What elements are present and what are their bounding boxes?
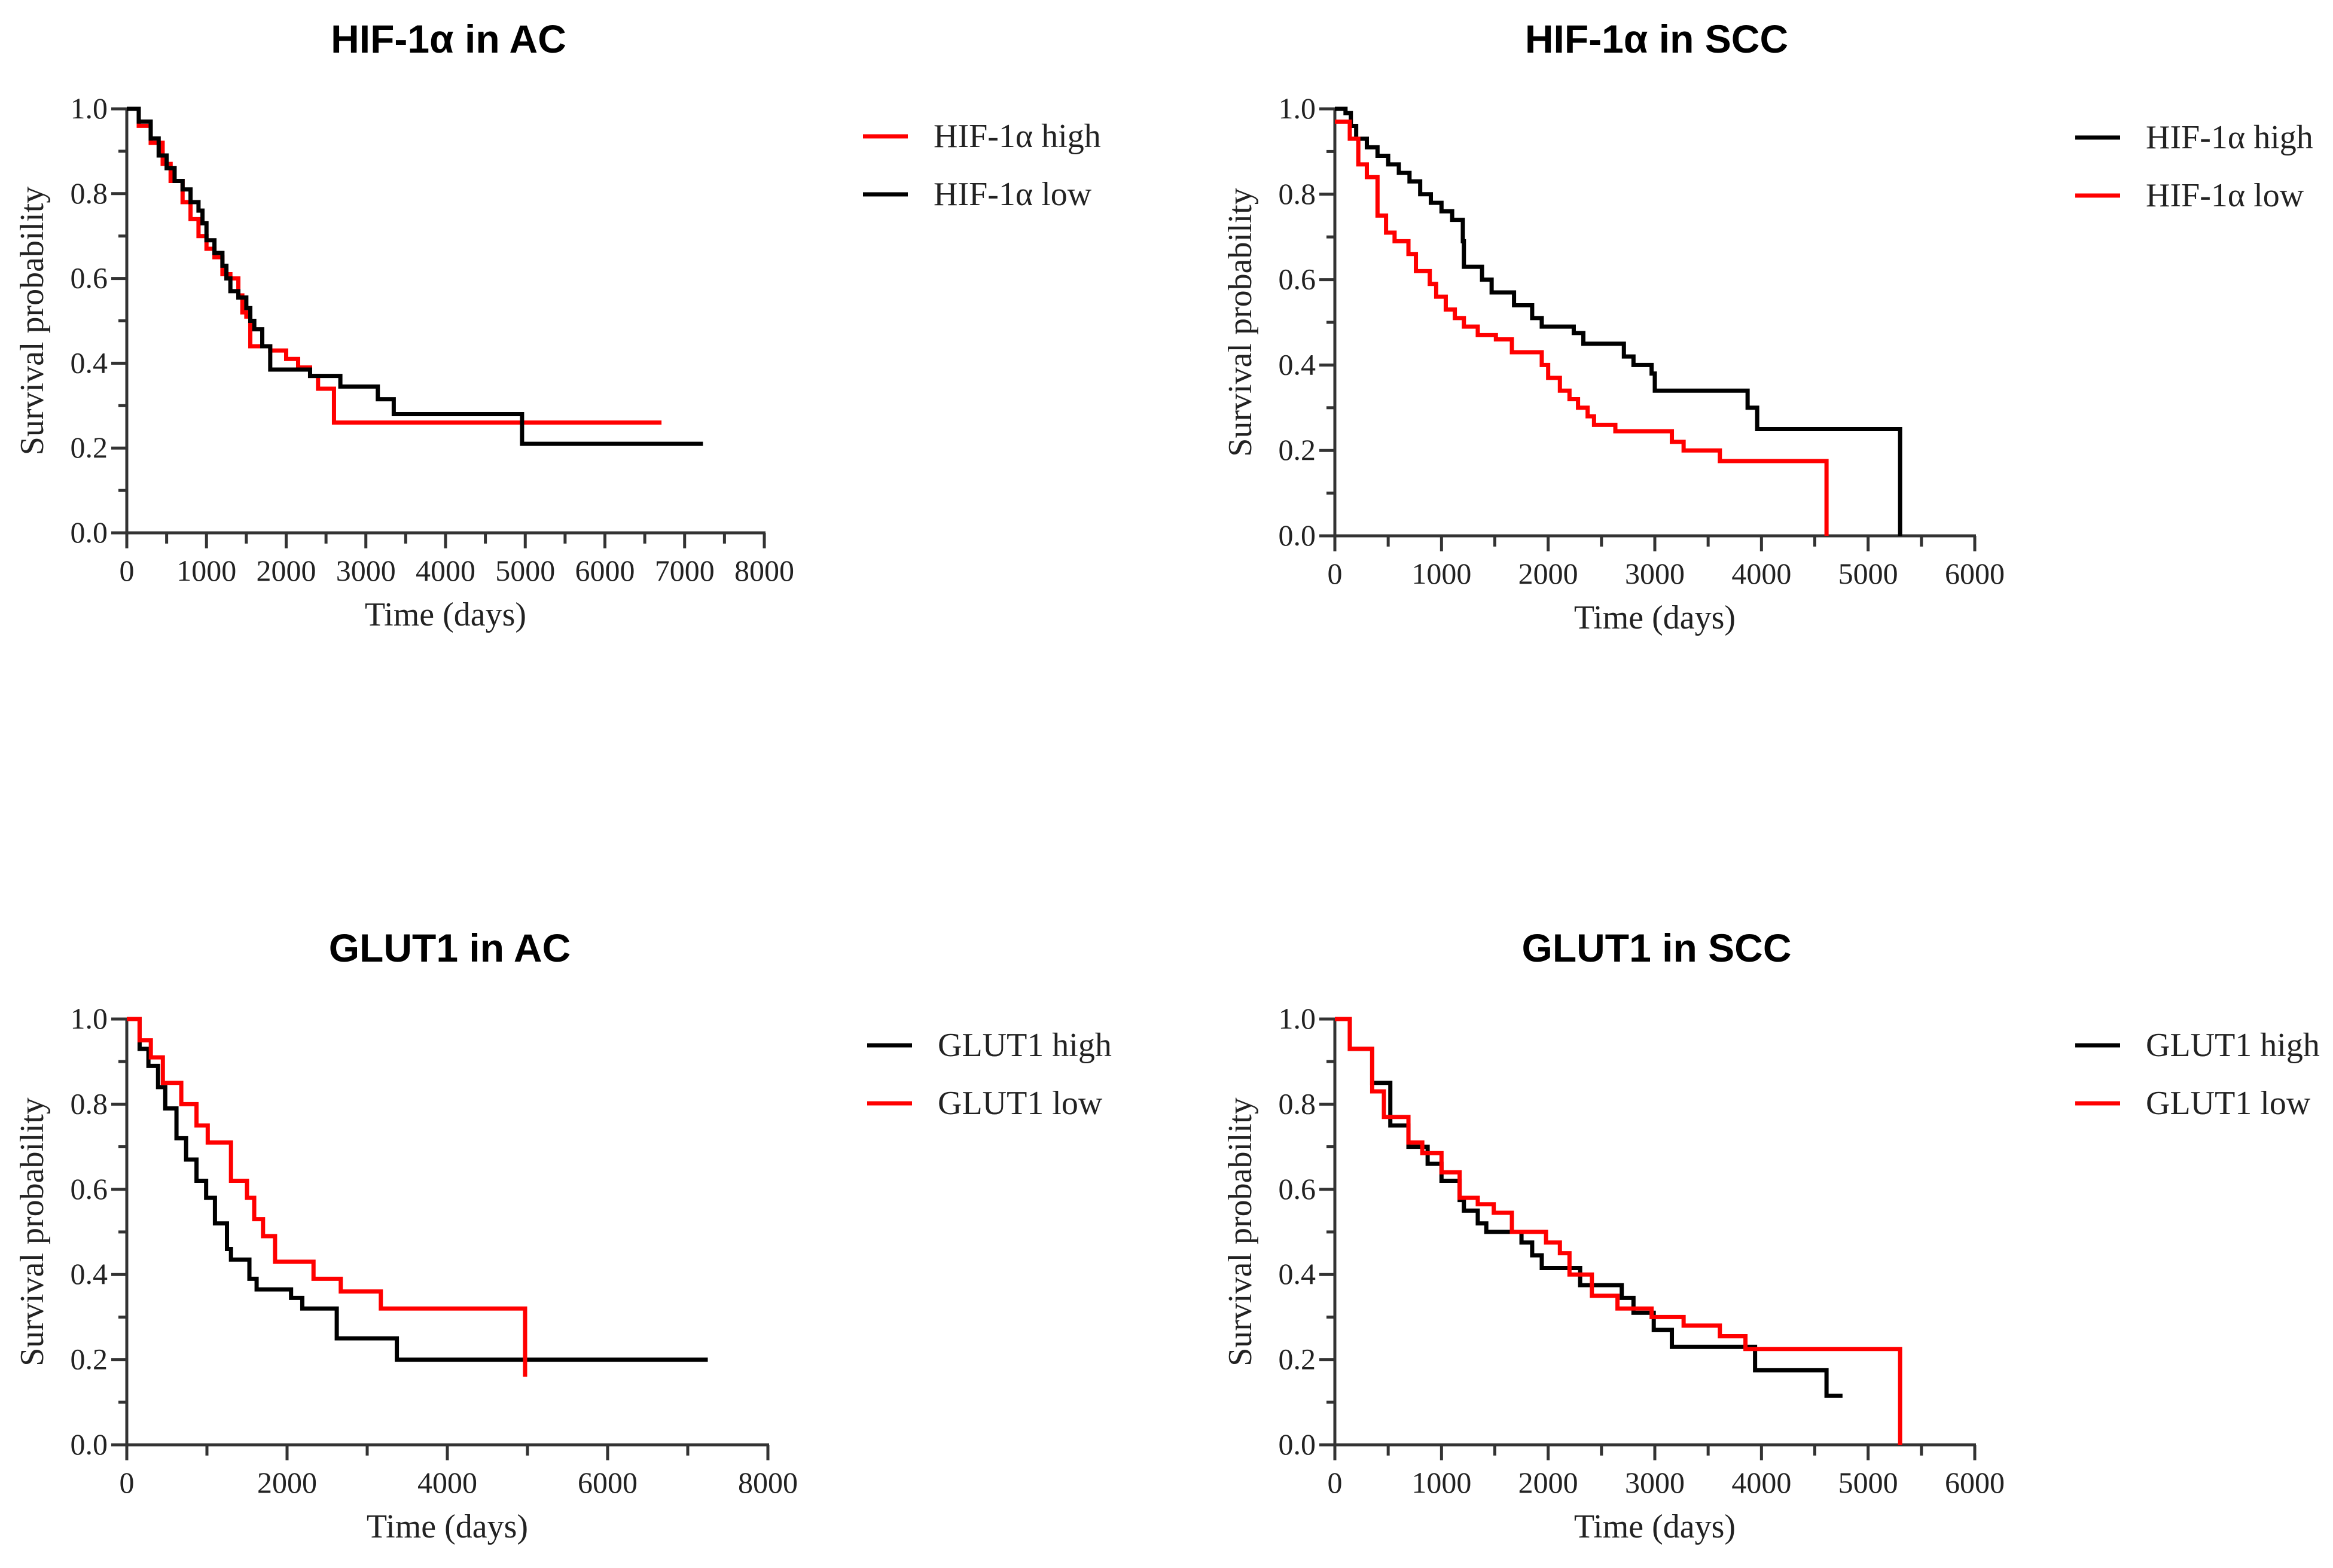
x-tick-label: 6000 bbox=[1945, 557, 2005, 590]
y-axis-label: Survival probability bbox=[14, 187, 51, 456]
y-axis-label: Survival probability bbox=[1222, 188, 1259, 457]
chart-title: GLUT1 in AC bbox=[329, 926, 571, 970]
legend-label: HIF-1α low bbox=[934, 176, 1092, 213]
chart-panel-1: HIF-1α in AC 0.0 0.2 0.4 0.6 0.8 1.0 0 1000 2000 3… bbox=[14, 17, 1101, 633]
y-tick-label: 0.2 bbox=[71, 1343, 108, 1376]
x-tick-label: 4000 bbox=[1731, 557, 1791, 590]
x-tick-label: 5000 bbox=[1838, 1466, 1898, 1499]
x-axis-label: Time (days) bbox=[1574, 599, 1736, 636]
x-tick-label: 3000 bbox=[1625, 557, 1685, 590]
x-tick-label: 0 bbox=[120, 1466, 135, 1499]
x-tick-label: 0 bbox=[1328, 557, 1343, 590]
y-tick-label: 0.0 bbox=[1279, 1427, 1316, 1461]
x-tick-label: 5000 bbox=[495, 554, 555, 587]
survival-curve-hif-1-high bbox=[127, 106, 662, 425]
survival-curve-hif-1-high bbox=[1335, 106, 1902, 536]
x-tick-label: 6000 bbox=[1945, 1466, 2005, 1499]
x-tick-label: 4000 bbox=[416, 554, 475, 587]
chart-panel-4: GLUT1 in SCC 0.0 0.2 0.4 0.6 0.8 1.0 0 1000 2000 3… bbox=[1222, 926, 2320, 1545]
legend-label: HIF-1α high bbox=[934, 118, 1101, 155]
survival-curve-hif-1-low bbox=[127, 106, 703, 446]
y-tick-label: 0.8 bbox=[1279, 1087, 1316, 1120]
y-tick-label: 1.0 bbox=[71, 1002, 108, 1035]
x-tick-label: 2000 bbox=[1518, 1466, 1578, 1499]
survival-curve-glut1-high bbox=[127, 1017, 708, 1362]
y-tick-label: 0.8 bbox=[1279, 177, 1316, 211]
x-tick-label: 7000 bbox=[655, 554, 715, 587]
legend-label: HIF-1α low bbox=[2146, 177, 2304, 214]
x-axis-label: Time (days) bbox=[367, 1508, 528, 1545]
y-tick-label: 1.0 bbox=[1279, 1002, 1316, 1035]
y-tick-label: 1.0 bbox=[1279, 91, 1316, 125]
legend-label: HIF-1α high bbox=[2146, 119, 2313, 156]
chart-panel-2: HIF-1α in SCC 0.0 0.2 0.4 0.6 0.8 1.0 0 1000 2000… bbox=[1222, 17, 2313, 636]
y-tick-label: 1.0 bbox=[71, 91, 108, 125]
y-tick-label: 0.0 bbox=[1279, 518, 1316, 552]
y-tick-label: 0.4 bbox=[71, 346, 108, 379]
x-tick-label: 2000 bbox=[1518, 557, 1578, 590]
survival-curve-glut1-low bbox=[1335, 1017, 1902, 1445]
x-tick-label: 8000 bbox=[738, 1466, 798, 1499]
x-tick-label: 6000 bbox=[578, 1466, 638, 1499]
y-tick-label: 0.4 bbox=[71, 1257, 108, 1291]
x-tick-label: 0 bbox=[120, 554, 135, 587]
y-tick-label: 0.2 bbox=[1279, 1343, 1316, 1376]
x-tick-label: 1000 bbox=[1411, 1466, 1471, 1499]
x-tick-label: 3000 bbox=[336, 554, 396, 587]
x-axis-label: Time (days) bbox=[365, 596, 526, 633]
x-tick-label: 8000 bbox=[734, 554, 794, 587]
chart-title: GLUT1 in SCC bbox=[1521, 926, 1791, 970]
x-tick-label: 6000 bbox=[575, 554, 635, 587]
x-tick-label: 1000 bbox=[1411, 557, 1471, 590]
legend-label: GLUT1 high bbox=[2146, 1027, 2320, 1064]
y-tick-label: 0.4 bbox=[1279, 1257, 1316, 1291]
y-tick-label: 0.6 bbox=[71, 1172, 108, 1206]
y-tick-label: 0.6 bbox=[71, 261, 108, 295]
y-tick-label: 0.2 bbox=[71, 431, 108, 464]
x-tick-label: 4000 bbox=[417, 1466, 477, 1499]
x-tick-label: 5000 bbox=[1838, 557, 1898, 590]
y-tick-label: 0.6 bbox=[1279, 1172, 1316, 1206]
survival-curve-glut1-low bbox=[127, 1017, 527, 1377]
y-tick-label: 0.4 bbox=[1279, 347, 1316, 381]
y-tick-label: 0.6 bbox=[1279, 263, 1316, 296]
chart-title: HIF-1α in SCC bbox=[1525, 17, 1788, 61]
x-axis-label: Time (days) bbox=[1574, 1508, 1736, 1545]
x-tick-label: 2000 bbox=[257, 1466, 317, 1499]
survival-curve-glut1-high bbox=[1335, 1017, 1843, 1398]
y-axis-label: Survival probability bbox=[14, 1097, 51, 1366]
y-axis-label: Survival probability bbox=[1222, 1097, 1259, 1366]
y-tick-label: 0.8 bbox=[71, 176, 108, 210]
legend-label: GLUT1 high bbox=[938, 1027, 1112, 1064]
chart-title: HIF-1α in AC bbox=[331, 17, 566, 61]
y-tick-label: 0.0 bbox=[71, 1427, 108, 1461]
x-tick-label: 4000 bbox=[1731, 1466, 1791, 1499]
y-tick-label: 0.0 bbox=[71, 515, 108, 549]
x-tick-label: 3000 bbox=[1625, 1466, 1685, 1499]
x-tick-label: 1000 bbox=[176, 554, 236, 587]
x-tick-label: 0 bbox=[1328, 1466, 1343, 1499]
y-tick-label: 0.8 bbox=[71, 1087, 108, 1120]
x-tick-label: 2000 bbox=[257, 554, 316, 587]
legend-label: GLUT1 low bbox=[2146, 1085, 2311, 1122]
survival-curve-hif-1-low bbox=[1335, 119, 1829, 536]
chart-panel-3: GLUT1 in AC 0.0 0.2 0.4 0.6 0.8 1.0 0 2000 4000 60… bbox=[14, 926, 1112, 1545]
legend-label: GLUT1 low bbox=[938, 1085, 1103, 1122]
y-tick-label: 0.2 bbox=[1279, 433, 1316, 466]
